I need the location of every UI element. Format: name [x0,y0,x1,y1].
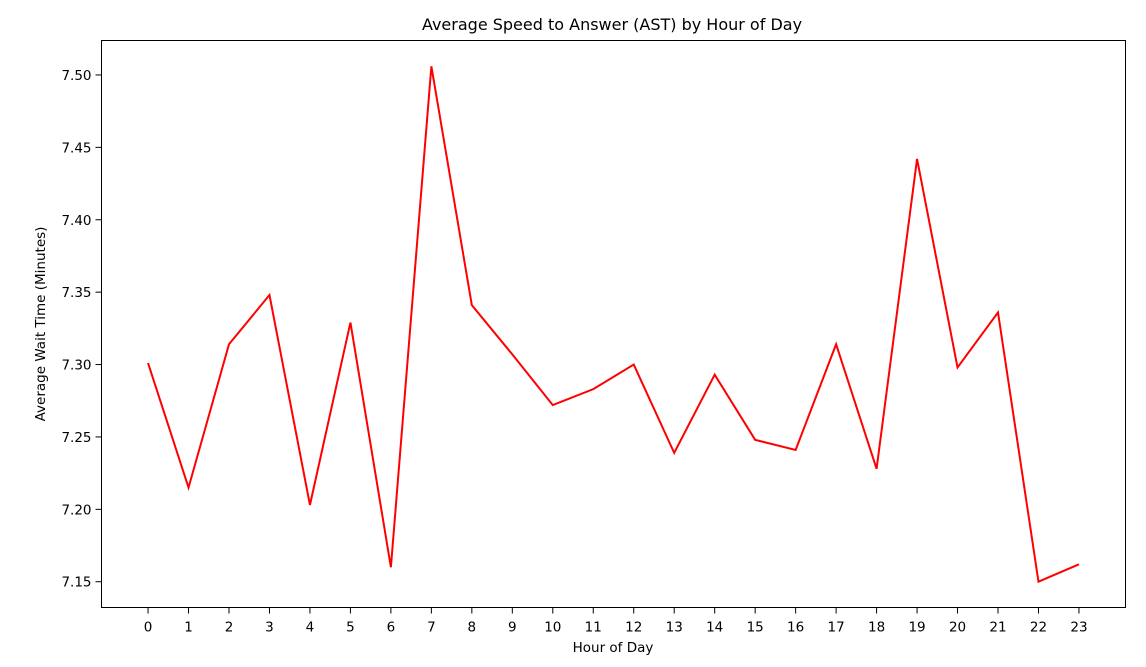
y-tick-label: 7.40 [61,213,91,229]
x-tick-label: 20 [949,620,966,636]
x-tick-label: 5 [346,620,355,636]
chart-title: Average Speed to Answer (AST) by Hour of… [422,15,802,34]
y-axis-label: Average Wait Time (Minutes) [33,227,49,422]
x-tick-label: 1 [184,620,193,636]
x-tick-label: 14 [706,620,723,636]
x-tick-label: 10 [544,620,561,636]
y-tick-label: 7.45 [61,140,91,156]
y-tick-label: 7.20 [61,502,91,518]
x-tick-label: 23 [1070,620,1087,636]
x-tick-label: 16 [787,620,804,636]
x-tick-label: 2 [225,620,234,636]
plot-frame [101,40,1126,608]
x-tick-label: 3 [265,620,274,636]
y-tick-label: 7.35 [61,285,91,301]
y-axis: 7.15 7.20 7.25 7.30 7.35 7.40 7.45 7.50 [61,68,102,591]
series-line [147,66,1080,584]
y-tick-label: 7.25 [61,430,91,446]
x-tick-label: 15 [747,620,764,636]
x-tick-label: 18 [868,620,885,636]
x-tick-label: 17 [828,620,845,636]
y-tick-label: 7.30 [61,358,91,374]
y-tick-label: 7.15 [61,575,91,591]
x-tick-label: 13 [666,620,683,636]
x-tick-label: 4 [306,620,315,636]
x-tick-label: 11 [585,620,602,636]
x-tick-label: 7 [427,620,436,636]
x-tick-label: 0 [144,620,153,636]
x-tick-label: 8 [468,620,477,636]
y-tick-label: 7.50 [61,68,91,84]
series-layer [147,66,1080,584]
x-tick-label: 21 [989,620,1006,636]
x-tick-label: 9 [508,620,517,636]
x-tick-label: 22 [1030,620,1047,636]
x-axis: 0 1 2 3 4 5 6 7 8 9 10 11 12 13 14 15 16 17 18 19 20 21 22 23 [144,607,1088,636]
x-tick-label: 19 [908,620,925,636]
x-tick-label: 6 [387,620,396,636]
x-tick-label: 12 [625,620,642,636]
x-axis-label: Hour of Day [573,640,654,656]
